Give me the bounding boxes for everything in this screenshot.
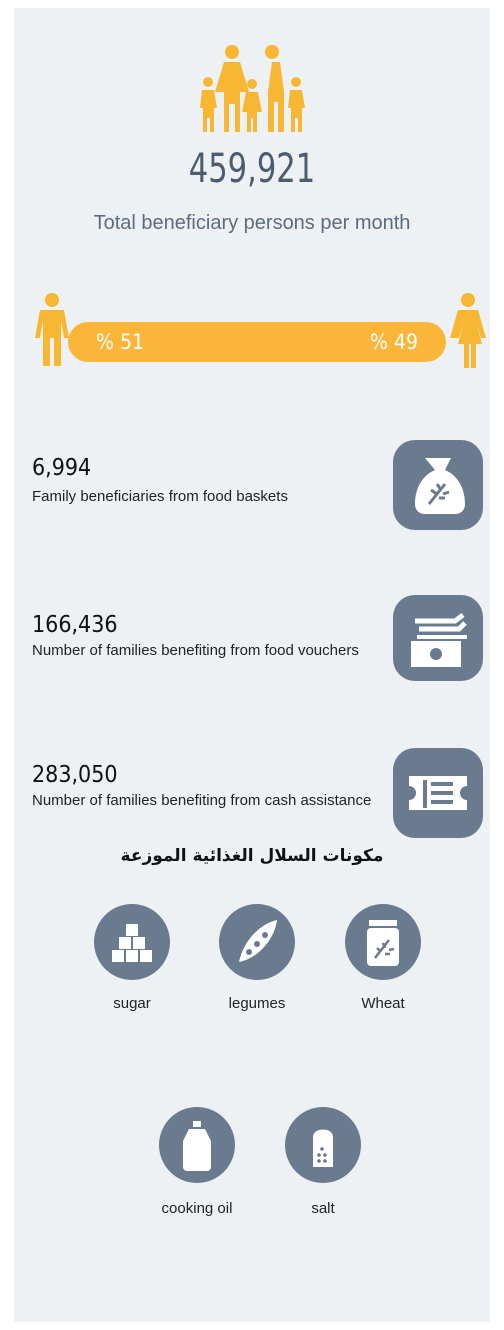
item-label: Wheat (361, 995, 405, 1012)
male-percent: % 51 (96, 330, 144, 354)
icon-shape (323, 1159, 327, 1163)
icon-shape (119, 937, 131, 949)
icon-shape (133, 937, 145, 949)
icon-shape (183, 1129, 211, 1171)
subtitle: Total beneficiary persons per month (93, 212, 411, 234)
item-label: sugar (113, 995, 151, 1012)
icon-shape (112, 924, 152, 962)
female-icon (450, 293, 486, 368)
stat-value: 6,994 (32, 455, 92, 481)
icon-shape (461, 293, 475, 307)
icon-shape (450, 293, 486, 368)
basket-heading: مكونات السلال الغذائية الموزعة (120, 846, 384, 866)
icon-shape (317, 1159, 321, 1163)
icon-shape (254, 941, 260, 947)
item-label: cooking oil (161, 1200, 233, 1217)
icon-shape (265, 45, 279, 59)
stat-label: Family beneficiaries from food baskets (32, 488, 288, 505)
icon-shape (320, 1147, 324, 1151)
legumes-icon (219, 904, 295, 980)
icon-shape (264, 62, 284, 132)
icon-shape (317, 1153, 321, 1157)
icon-shape (246, 949, 252, 955)
gender-bar (68, 322, 446, 362)
icon-shape (35, 293, 69, 366)
item-label: legumes (228, 995, 286, 1012)
icon-shape (215, 62, 249, 132)
icon-shape (374, 939, 395, 959)
family-icon (200, 45, 305, 132)
icon-shape (430, 648, 442, 660)
icon-shape (323, 1153, 327, 1157)
icon-shape (225, 45, 239, 59)
icon-shape (288, 90, 305, 132)
icon-shape (112, 950, 124, 962)
icon-shape (246, 932, 268, 955)
salt-icon (285, 1107, 361, 1183)
stat-value: 166,436 (32, 612, 118, 638)
icon-shape (45, 293, 59, 307)
icon-shape (291, 77, 301, 87)
icon-shape (200, 90, 217, 132)
icon-shape (247, 79, 257, 89)
oil-icon (159, 1107, 235, 1183)
wheat-icon (345, 904, 421, 980)
icon-shape (200, 45, 305, 132)
male-icon (35, 293, 69, 366)
icon-shape (140, 950, 152, 962)
icon-shape (242, 92, 262, 132)
icon-shape (35, 310, 69, 366)
stat-label: Number of families benefiting from cash … (32, 792, 372, 809)
icon-shape (423, 780, 453, 808)
icon-shape (203, 77, 213, 87)
icon-shape (193, 1121, 201, 1127)
icon-shape (415, 613, 467, 632)
food-basket-icon (393, 440, 483, 530)
icon-shape (126, 950, 138, 962)
icon-shape (369, 920, 397, 926)
icon-shape (239, 920, 277, 962)
stat-label: Number of families benefiting from food … (32, 642, 359, 659)
female-percent: % 49 (370, 330, 418, 354)
icon-shape (417, 635, 467, 639)
stat-value: 283,050 (32, 762, 118, 788)
item-label: salt (311, 1200, 335, 1217)
icon-shape (126, 924, 138, 936)
voucher-icon (393, 595, 483, 681)
sugar-icon (94, 904, 170, 980)
icon-shape (317, 1147, 327, 1163)
icon-shape (427, 483, 450, 505)
cash-icon (393, 748, 483, 838)
total-count: 459,921 (188, 146, 316, 192)
icon-shape (450, 310, 486, 368)
icon-shape (262, 932, 268, 938)
